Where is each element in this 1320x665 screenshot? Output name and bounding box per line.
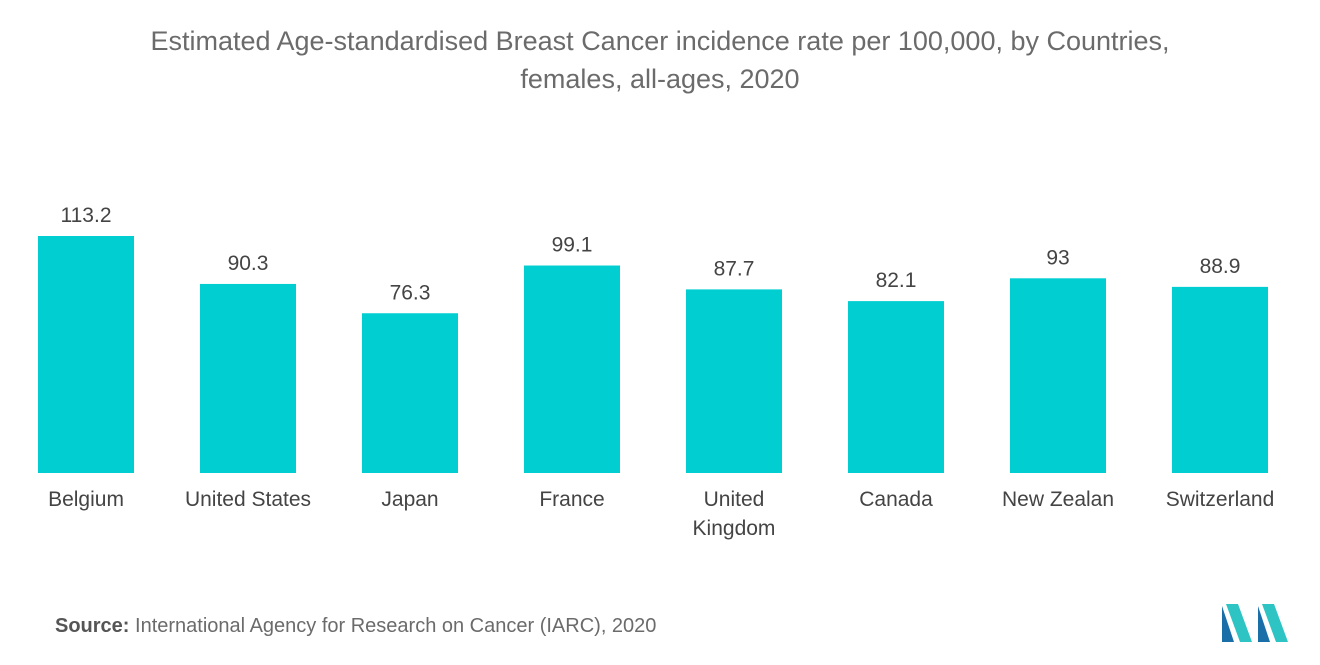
logo-left-diagonal xyxy=(1226,604,1252,642)
source-note: Source: International Agency for Researc… xyxy=(55,615,656,638)
source-text: International Agency for Research on Can… xyxy=(135,615,657,637)
category-label: France xyxy=(539,488,604,511)
category-label: Canada xyxy=(859,488,933,511)
bar-france xyxy=(524,265,620,473)
bar-japan xyxy=(362,313,458,473)
value-label: 90.3 xyxy=(228,252,269,275)
bar-canada xyxy=(848,301,944,473)
bar-switzerland xyxy=(1172,286,1268,473)
chart-title-line-1: Estimated Age-standardised Breast Cancer… xyxy=(150,26,1170,56)
value-label: 76.3 xyxy=(390,281,431,304)
logo-right-diagonal xyxy=(1262,604,1288,642)
value-label: 82.1 xyxy=(876,269,917,292)
category-label: Japan xyxy=(381,488,438,511)
value-label: 87.7 xyxy=(714,257,755,280)
value-label: 113.2 xyxy=(61,204,112,227)
logo-icon xyxy=(1222,604,1288,642)
logo-right-stroke xyxy=(1258,606,1270,642)
category-label: Kingdom xyxy=(693,517,776,540)
category-label: Switzerland xyxy=(1166,488,1275,511)
source-label: Source: xyxy=(55,615,130,637)
value-label: 93 xyxy=(1046,246,1069,269)
value-label: 99.1 xyxy=(552,234,593,257)
category-label: United xyxy=(704,488,765,511)
bar-new-zealan xyxy=(1010,278,1106,473)
category-label: Belgium xyxy=(48,488,124,511)
bars-group: 113.2 Belgium 90.3 United States 76.3 Japan 99… xyxy=(38,204,1274,540)
logo-left-stroke xyxy=(1222,606,1234,642)
bar-united-kingdom xyxy=(686,289,782,473)
value-label: 88.9 xyxy=(1200,255,1241,278)
chart-title: Estimated Age-standardised Breast Cancer… xyxy=(0,22,1320,98)
bar-belgium xyxy=(38,236,134,473)
category-label: United States xyxy=(185,488,311,511)
category-label: New Zealan xyxy=(1002,488,1114,511)
chart-title-line-2: females, all-ages, 2020 xyxy=(520,64,800,94)
bar-united-states xyxy=(200,283,296,473)
